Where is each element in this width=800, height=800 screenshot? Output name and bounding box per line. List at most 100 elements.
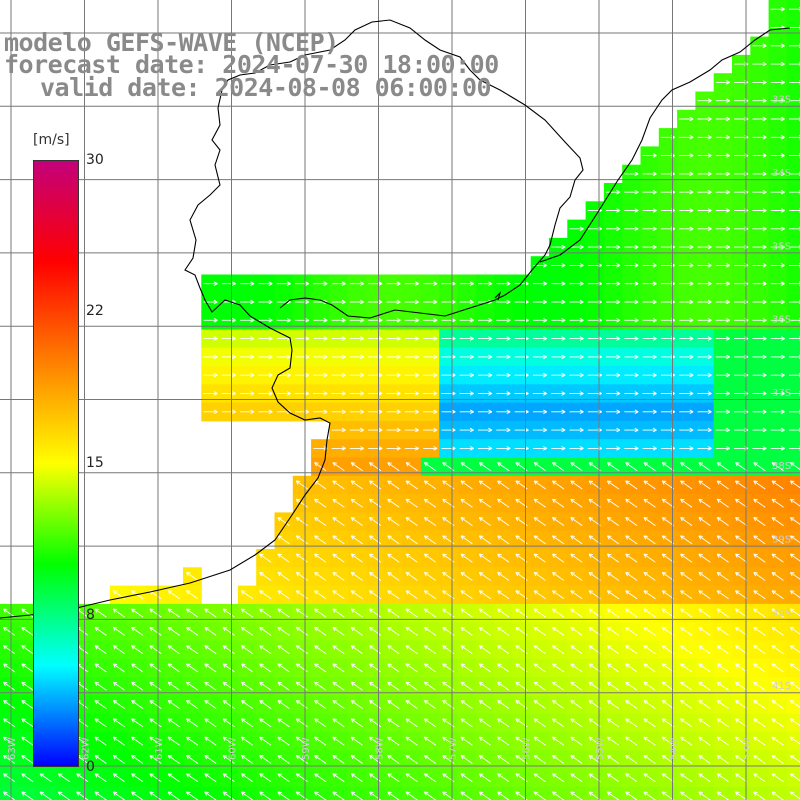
wind-arrow <box>679 446 694 451</box>
wind-arrow <box>661 681 674 691</box>
lon-label: 53W <box>742 737 753 760</box>
wind-arrow <box>552 571 565 581</box>
wind-arrow <box>661 718 674 728</box>
wind-arrow <box>313 318 328 323</box>
wind-arrow <box>642 299 657 305</box>
wind-arrow <box>735 480 748 490</box>
wind-arrow <box>387 480 400 490</box>
wind-arrow <box>368 391 383 396</box>
wind-arrow <box>661 736 674 746</box>
wind-cell <box>183 786 202 800</box>
lat-label: 36S <box>772 315 791 326</box>
wind-arrow <box>423 700 437 709</box>
wind-arrow <box>3 681 16 691</box>
wind-arrow <box>735 736 748 746</box>
wind-arrow <box>240 645 254 655</box>
wind-arrow <box>625 498 638 508</box>
wind-arrow <box>459 427 474 433</box>
wind-arrow <box>277 791 290 800</box>
wind-arrow <box>533 773 546 783</box>
wind-arrow <box>753 535 766 545</box>
wind-arrow <box>698 571 711 581</box>
wind-arrow <box>551 244 566 250</box>
wind-cell <box>237 786 257 800</box>
wind-arrow <box>314 718 327 728</box>
wind-arrow <box>350 571 363 581</box>
lat-label: 38S <box>772 461 791 472</box>
wind-arrow <box>625 571 638 581</box>
wind-arrow <box>625 754 638 764</box>
wind-arrow <box>789 336 800 341</box>
wind-arrow <box>478 517 491 526</box>
wind-cell <box>786 750 800 770</box>
wind-arrow <box>386 354 401 360</box>
wind-arrow <box>3 626 16 636</box>
wind-arrow <box>497 571 510 581</box>
wind-arrow <box>533 791 546 800</box>
wind-arrow <box>698 681 711 691</box>
wind-arrow <box>314 608 327 618</box>
wind-arrow <box>204 645 217 655</box>
wind-arrow <box>222 663 235 673</box>
wind-arrow <box>606 226 621 232</box>
wind-arrow <box>752 372 767 378</box>
wind-arrow <box>204 663 217 673</box>
wind-arrow <box>405 645 418 655</box>
wind-arrow <box>39 773 52 783</box>
wind-cell <box>475 786 495 800</box>
wind-arrow <box>569 446 584 451</box>
wind-arrow <box>661 480 674 490</box>
wind-arrow <box>606 645 620 655</box>
wind-arrow <box>295 626 308 636</box>
wind-arrow <box>606 336 621 341</box>
wind-arrow <box>405 480 418 490</box>
wind-arrow <box>295 372 310 378</box>
wind-arrow <box>570 462 583 472</box>
wind-arrow <box>423 663 437 673</box>
wind-arrow <box>203 318 218 323</box>
wind-cell <box>786 768 800 788</box>
wind-arrow <box>716 590 729 600</box>
wind-arrow <box>716 645 729 655</box>
wind-arrow <box>698 626 711 636</box>
wind-arrow <box>76 791 89 800</box>
wind-arrow <box>533 608 546 618</box>
wind-arrow <box>459 299 474 305</box>
wind-arrow <box>625 517 638 526</box>
wind-cell <box>786 457 800 477</box>
wind-arrow <box>697 336 712 341</box>
wind-arrow <box>332 736 345 746</box>
wind-arrow <box>752 281 767 286</box>
wind-arrow <box>276 372 291 378</box>
wind-arrow <box>752 318 767 323</box>
wind-arrow <box>551 336 566 341</box>
wind-arrow <box>295 590 308 600</box>
wind-arrow <box>698 498 711 508</box>
wind-arrow <box>735 462 748 472</box>
wind-arrow <box>460 773 473 783</box>
wind-arrow <box>715 153 731 158</box>
wind-cell <box>750 786 770 800</box>
wind-arrow <box>642 189 657 195</box>
wind-arrow <box>679 153 694 158</box>
wind-arrow <box>423 498 437 508</box>
wind-arrow <box>350 773 363 783</box>
wind-arrow <box>314 517 327 526</box>
colorbar-tick-22: 22 <box>86 303 104 319</box>
wind-arrow <box>423 553 437 563</box>
wind-arrow <box>496 281 511 286</box>
wind-arrow <box>203 281 218 286</box>
wind-arrow <box>752 299 767 305</box>
wind-arrow <box>350 535 363 545</box>
wind-arrow <box>770 98 785 103</box>
wind-arrow <box>661 663 674 673</box>
wind-cell <box>786 475 800 495</box>
wind-arrow <box>552 553 565 563</box>
wind-arrow <box>789 318 800 323</box>
wind-arrow <box>295 736 308 746</box>
wind-arrow <box>643 571 656 581</box>
wind-arrow <box>460 718 473 728</box>
wind-arrow <box>423 427 438 433</box>
wind-arrow <box>715 299 731 305</box>
